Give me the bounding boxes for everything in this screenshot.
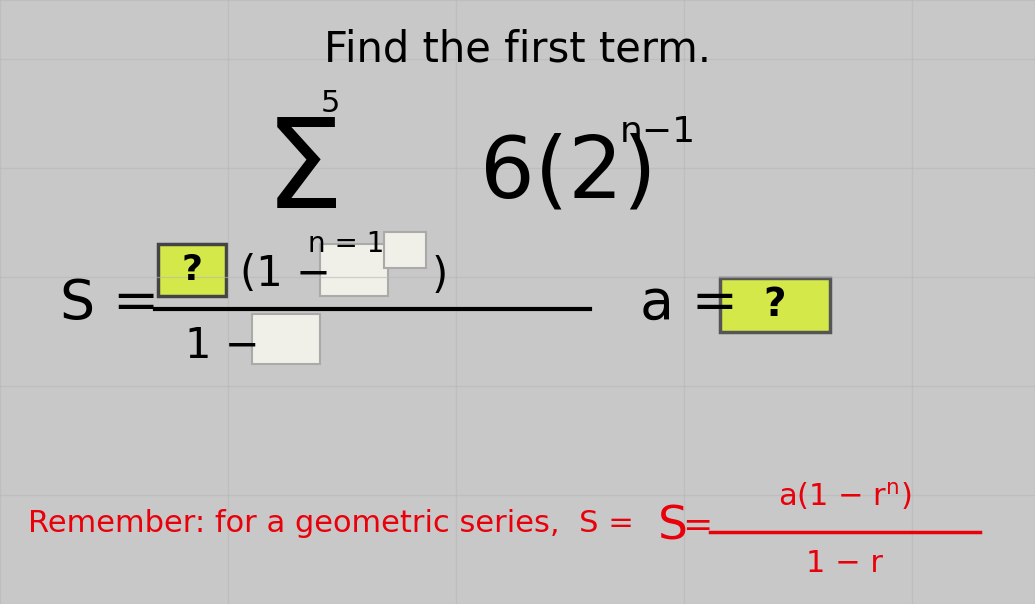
Text: (1 −: (1 − <box>240 253 331 295</box>
Text: S =: S = <box>60 277 159 331</box>
Text: 1 − r: 1 − r <box>806 550 884 579</box>
Text: Remember: for a geometric series,  S =: Remember: for a geometric series, S = <box>28 510 644 539</box>
Text: 6(2): 6(2) <box>480 132 656 216</box>
Text: n−1: n−1 <box>620 115 697 149</box>
Text: ?: ? <box>764 286 787 324</box>
Text: ): ) <box>432 255 448 297</box>
Text: 1 −: 1 − <box>185 325 260 367</box>
Text: a(1 $-$ r$\mathregular{^n}$): a(1 $-$ r$\mathregular{^n}$) <box>778 480 912 512</box>
Text: $\Sigma$: $\Sigma$ <box>264 114 336 234</box>
FancyBboxPatch shape <box>384 232 426 268</box>
FancyBboxPatch shape <box>720 278 830 332</box>
FancyBboxPatch shape <box>252 314 320 364</box>
Text: n = 1: n = 1 <box>308 230 384 258</box>
Text: =: = <box>682 509 712 543</box>
FancyBboxPatch shape <box>158 244 226 296</box>
FancyBboxPatch shape <box>320 244 388 296</box>
Text: a =: a = <box>640 277 738 331</box>
Text: Find the first term.: Find the first term. <box>325 28 711 70</box>
Text: 5: 5 <box>320 89 339 118</box>
Text: S: S <box>658 504 688 550</box>
Text: ?: ? <box>181 253 203 287</box>
